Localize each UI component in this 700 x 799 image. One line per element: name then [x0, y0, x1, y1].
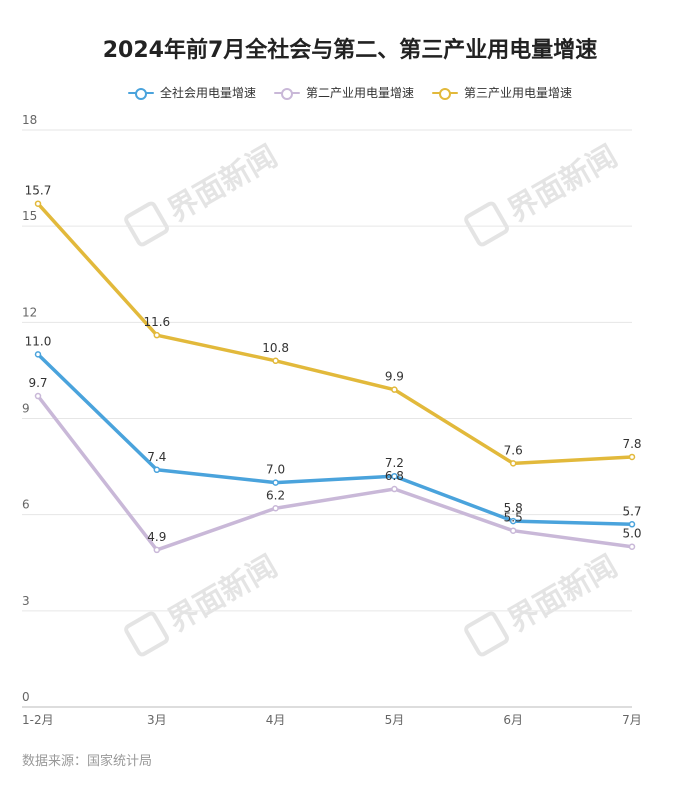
y-tick-label: 6	[22, 498, 30, 512]
legend-label-tertiary: 第三产业用电量增速	[464, 86, 573, 100]
legend-label-total: 全社会用电量增速	[159, 86, 256, 100]
data-label: 6.8	[385, 469, 404, 483]
data-point	[272, 479, 279, 486]
x-tick-label: 3月	[147, 713, 167, 727]
data-point	[153, 546, 161, 554]
data-point	[509, 460, 517, 467]
series-line	[36, 353, 633, 527]
legend-marker-secondary	[273, 87, 300, 100]
data-point	[272, 505, 279, 512]
x-tick-label: 1-2月	[22, 713, 54, 727]
data-label: 9.7	[28, 376, 47, 390]
series-2: 15.7 11.6 10.8 9.9 7.6 7.8	[25, 184, 642, 467]
data-point	[628, 521, 636, 528]
data-point	[628, 453, 636, 461]
series-0: 11.0 7.4 7.0 7.2 5.8 5.7	[25, 334, 642, 528]
data-point	[34, 392, 42, 400]
data-point	[628, 543, 636, 550]
chart-legend: 全社会用电量增速 第二产业用电量增速 第三产业用电量增速	[0, 84, 700, 101]
x-tick-label: 4月	[266, 713, 286, 727]
series-line	[36, 202, 633, 466]
legend-item-secondary[interactable]: 第二产业用电量增速	[273, 84, 414, 101]
series-line	[36, 394, 633, 552]
data-label: 11.6	[143, 315, 170, 329]
y-tick-label: 12	[22, 305, 37, 319]
data-label: 5.7	[622, 504, 641, 518]
data-label: 15.7	[25, 184, 52, 198]
data-point	[34, 200, 42, 207]
data-label: 5.5	[504, 511, 523, 525]
data-point	[34, 351, 42, 358]
data-point	[391, 485, 398, 493]
y-tick-label: 9	[22, 402, 30, 416]
data-point	[509, 527, 517, 534]
chart-title: 2024年前7月全社会与第二、第三产业用电量增速	[102, 38, 598, 63]
data-source-note: 数据来源：国家统计局	[22, 754, 153, 769]
data-label: 9.9	[385, 370, 404, 384]
series-1: 9.7 4.9 6.2 6.8 5.5 5.0	[28, 376, 642, 554]
data-point	[272, 357, 279, 365]
x-tick-label: 6月	[503, 713, 523, 727]
legend-item-tertiary[interactable]: 第三产业用电量增速	[432, 84, 572, 101]
data-label: 7.4	[147, 450, 166, 464]
data-point	[391, 386, 398, 393]
data-point	[509, 517, 517, 525]
y-tick-label: 18	[22, 113, 37, 127]
y-tick-label: 0	[22, 690, 30, 704]
legend-marker-tertiary	[432, 87, 458, 100]
data-label: 11.0	[25, 334, 52, 348]
data-label: 4.9	[147, 530, 166, 544]
y-tick-label: 3	[22, 594, 30, 608]
x-tick-label: 7月	[622, 713, 642, 727]
data-label: 5.0	[622, 527, 641, 541]
data-point	[391, 472, 398, 480]
data-point	[153, 466, 161, 474]
legend-label-secondary: 第二产业用电量增速	[305, 86, 414, 100]
data-point	[153, 331, 161, 339]
data-label: 5.8	[504, 501, 523, 515]
data-label: 6.2	[266, 488, 285, 502]
data-label: 7.8	[622, 437, 641, 451]
legend-marker-total	[127, 87, 154, 100]
data-label: 7.6	[504, 443, 523, 457]
legend-item-total[interactable]: 全社会用电量增速	[127, 84, 256, 101]
x-tick-label: 5月	[385, 713, 405, 727]
data-label: 7.2	[385, 456, 404, 470]
data-label: 7.0	[266, 463, 285, 477]
y-tick-label: 15	[22, 209, 37, 223]
data-label: 10.8	[262, 341, 289, 355]
